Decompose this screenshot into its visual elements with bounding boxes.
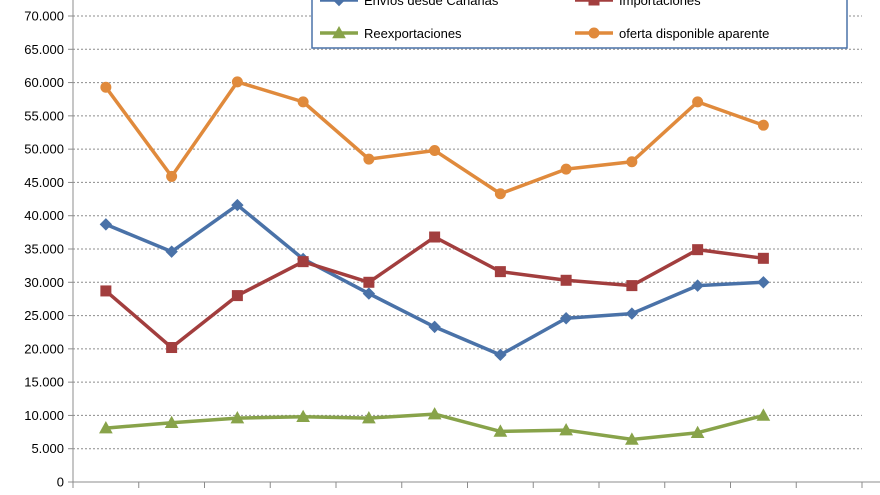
data-point <box>625 307 639 320</box>
data-point <box>428 320 441 334</box>
data-point <box>297 256 309 268</box>
legend-swatch-marker <box>332 25 346 39</box>
data-point <box>99 218 113 231</box>
data-point <box>363 276 375 288</box>
data-point <box>363 153 375 165</box>
y-tick-label: 40.000 <box>24 208 64 223</box>
data-point <box>429 144 441 156</box>
legend-entry: Importaciones <box>575 0 701 8</box>
data-point <box>559 312 573 325</box>
data-point <box>165 245 178 258</box>
data-point <box>494 188 506 200</box>
legend-label: Reexportaciones <box>364 26 462 41</box>
y-tick-label: 5.000 <box>31 441 64 456</box>
data-point <box>100 81 112 93</box>
data-point <box>231 76 243 88</box>
legend-swatch-marker <box>588 27 600 39</box>
data-point <box>559 423 573 436</box>
data-point <box>296 409 310 423</box>
data-point <box>493 424 508 437</box>
data-point <box>231 198 244 212</box>
y-tick-label: 45.000 <box>24 175 64 190</box>
data-point <box>99 421 113 434</box>
data-point <box>100 285 112 297</box>
data-point <box>560 274 572 286</box>
y-tick-label: 15.000 <box>24 375 64 390</box>
data-point <box>692 96 704 108</box>
data-point <box>427 407 442 420</box>
y-tick-label: 0 <box>57 475 64 490</box>
legend-label: Envíos desde Canarias <box>364 0 499 8</box>
series-line <box>104 80 764 196</box>
legend-swatch-marker <box>332 0 346 7</box>
legend-entry: Envíos desde Canarias <box>320 0 499 8</box>
data-point <box>756 408 771 421</box>
y-tick-label: 60.000 <box>24 75 64 90</box>
y-tick-label: 50.000 <box>24 142 64 157</box>
legend-label: oferta disponible aparente <box>619 26 769 41</box>
data-point <box>626 156 638 168</box>
series-diamond <box>99 198 770 362</box>
legend-box <box>311 0 848 49</box>
y-tick-label: 35.000 <box>24 242 64 257</box>
data-point <box>231 290 243 302</box>
grid-lines <box>73 15 862 450</box>
y-tick-label: 20.000 <box>24 341 64 356</box>
data-point <box>297 96 309 108</box>
y-tick-label: 55.000 <box>24 108 64 123</box>
data-point <box>429 231 441 243</box>
axes: 0 5.000 10.000 15.000 20.000 25.000 30.000 35.0… <box>24 0 880 490</box>
data-point <box>690 425 705 439</box>
data-point <box>691 279 704 292</box>
data-point <box>692 244 704 256</box>
y-tick-label: 65.000 <box>24 42 64 57</box>
data-point <box>757 276 770 289</box>
data-point <box>625 432 639 445</box>
legend: Envíos desde Canarias Importaciones Reexpo… <box>311 0 848 49</box>
data-point <box>494 266 506 278</box>
legend-label: Importaciones <box>619 0 701 8</box>
y-tick-label: 70.000 <box>24 9 64 24</box>
data-point <box>757 119 769 131</box>
legend-entry: oferta disponible aparente <box>575 26 769 41</box>
legend-swatch-marker <box>588 0 600 6</box>
y-tick-label: 30.000 <box>24 275 64 290</box>
y-tick-label: 10.000 <box>24 408 64 423</box>
legend-entry: Reexportaciones <box>320 25 462 41</box>
series-triangle <box>99 407 771 445</box>
series-square <box>100 231 769 354</box>
data-point <box>230 411 245 424</box>
data-point <box>164 415 179 429</box>
data-point <box>494 348 507 362</box>
data-point <box>626 280 638 292</box>
series-lines <box>99 76 771 445</box>
data-point <box>362 287 376 300</box>
series-circle <box>100 76 769 200</box>
data-point <box>362 411 376 424</box>
y-tick-label: 25.000 <box>24 308 64 323</box>
data-point <box>166 342 178 354</box>
data-point <box>757 252 769 264</box>
data-point <box>560 163 572 175</box>
data-point <box>166 170 178 182</box>
